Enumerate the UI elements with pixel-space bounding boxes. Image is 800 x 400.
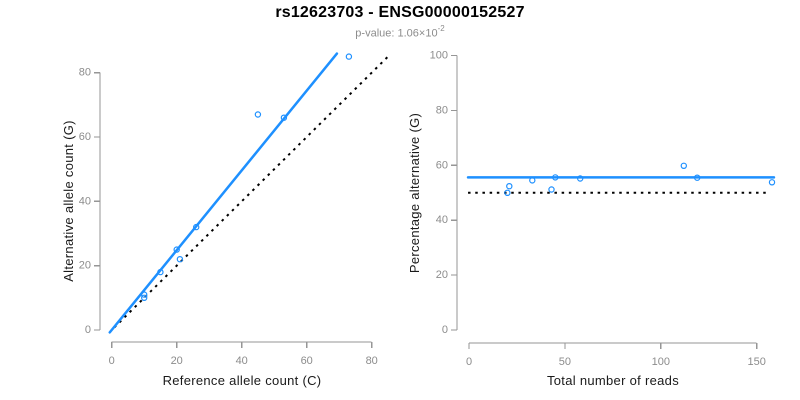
x-tick-label: 100: [652, 356, 670, 368]
data-point: [680, 162, 688, 169]
x-tick-label: 20: [171, 355, 183, 367]
left-scatter-plot: 0 20 40 60 80 0 20 40 60 80: [79, 52, 391, 367]
data-point: [280, 114, 288, 121]
x-tick-label: 80: [366, 355, 378, 367]
data-point: [140, 291, 148, 298]
y-tick-label: 0: [442, 324, 448, 336]
fit-line: [108, 52, 339, 334]
data-point: [157, 268, 164, 276]
x-tick-label: 50: [559, 356, 571, 368]
x-tick-label: 0: [466, 356, 472, 368]
reference-dotted-line: [113, 54, 391, 329]
x-tick-label: 60: [301, 355, 313, 367]
data-point: [176, 256, 184, 263]
data-point: [768, 179, 776, 186]
data-point: [173, 246, 180, 253]
page-title: rs12623703 - ENSG00000152527: [275, 4, 525, 21]
x-tick-label: 40: [236, 355, 248, 367]
left-x-axis-label: Reference allele count (C): [162, 373, 322, 388]
y-tick-label: 80: [436, 104, 448, 116]
y-tick-label: 40: [79, 195, 91, 207]
right-x-axis-label: Total number of reads: [546, 373, 680, 388]
p-value-subtitle: p-value: 1.06×10-2: [0, 24, 800, 40]
data-point: [506, 182, 513, 190]
y-tick-label: 80: [79, 67, 91, 79]
data-point: [548, 186, 555, 193]
data-point: [577, 175, 584, 182]
x-tick-label: 0: [109, 355, 115, 367]
x-tick-label: 150: [748, 356, 766, 368]
y-tick-label: 20: [79, 260, 91, 272]
data-point: [552, 174, 559, 181]
p-value-exponent: -2: [437, 24, 445, 33]
y-tick-label: 20: [436, 269, 448, 281]
left-y-axis-label: Alternative allele count (G): [61, 120, 76, 282]
y-tick-label: 40: [436, 214, 448, 226]
data-point: [345, 53, 353, 60]
data-point: [529, 177, 536, 184]
data-point: [254, 111, 262, 118]
y-tick-label: 60: [79, 131, 91, 143]
y-tick-label: 100: [430, 50, 448, 62]
right-scatter-plot: 0 20 40 60 80 100 0 50 100 150: [430, 50, 776, 368]
right-y-axis-label: Percentage alternative (G): [407, 112, 422, 274]
data-point: [140, 294, 148, 301]
y-tick-label: 0: [85, 324, 91, 336]
data-point: [694, 174, 701, 181]
data-point: [504, 189, 511, 196]
y-tick-label: 60: [436, 159, 448, 171]
data-point: [192, 223, 200, 231]
p-value-text: p-value: 1.06×10: [355, 27, 438, 40]
